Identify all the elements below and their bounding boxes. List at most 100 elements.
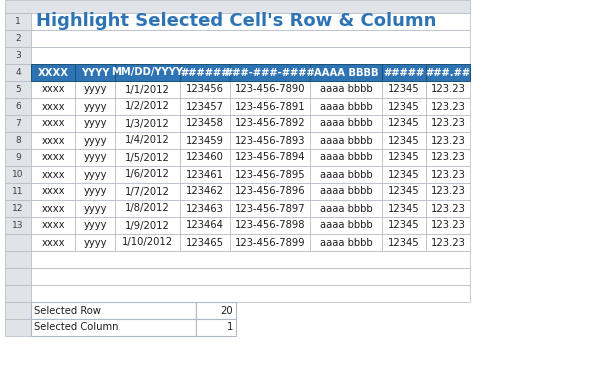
Bar: [31, 217, 75, 234]
Text: 123-456-7891: 123-456-7891: [235, 101, 306, 111]
Text: yyyy: yyyy: [83, 101, 107, 111]
Text: 1/7/2012: 1/7/2012: [125, 187, 170, 196]
Bar: [75, 115, 115, 132]
Text: 123464: 123464: [186, 220, 224, 231]
Bar: [115, 149, 180, 166]
Bar: [115, 217, 180, 234]
Bar: [310, 98, 382, 115]
Bar: [31, 47, 470, 64]
Bar: [5, 132, 31, 149]
Text: #####: #####: [383, 68, 424, 78]
Bar: [180, 234, 230, 251]
Bar: [230, 132, 310, 149]
Text: AAAA BBBB: AAAA BBBB: [314, 68, 378, 78]
Text: 123.23: 123.23: [431, 136, 466, 146]
Bar: [310, 132, 382, 149]
Bar: [310, 81, 382, 98]
Text: xxxx: xxxx: [41, 136, 65, 146]
Bar: [180, 200, 230, 217]
Bar: [5, 234, 31, 251]
Bar: [31, 285, 470, 302]
Text: 10: 10: [12, 170, 24, 179]
Text: 123.23: 123.23: [431, 119, 466, 128]
Text: 123-456-7898: 123-456-7898: [235, 220, 306, 231]
Bar: [5, 285, 31, 302]
Bar: [180, 183, 230, 200]
Bar: [5, 81, 31, 98]
Text: 123-456-7893: 123-456-7893: [235, 136, 306, 146]
Text: 123-456-7897: 123-456-7897: [235, 204, 306, 214]
Bar: [5, 251, 31, 268]
Bar: [5, 302, 31, 319]
Bar: [426, 98, 470, 115]
Bar: [75, 132, 115, 149]
Bar: [382, 183, 426, 200]
Bar: [31, 234, 75, 251]
Bar: [115, 64, 180, 81]
Bar: [426, 166, 470, 183]
Text: xxxx: xxxx: [41, 84, 65, 95]
Text: aaaa bbbb: aaaa bbbb: [320, 84, 372, 95]
Text: 1/4/2012: 1/4/2012: [125, 136, 170, 146]
Bar: [5, 47, 31, 64]
Text: 12345: 12345: [388, 187, 420, 196]
Bar: [196, 302, 236, 319]
Bar: [310, 149, 382, 166]
Bar: [180, 81, 230, 98]
Bar: [230, 81, 310, 98]
Bar: [426, 64, 470, 81]
Text: 6: 6: [15, 102, 21, 111]
Bar: [75, 81, 115, 98]
Bar: [426, 234, 470, 251]
Text: 123.23: 123.23: [431, 169, 466, 179]
Bar: [5, 30, 31, 47]
Bar: [382, 217, 426, 234]
Bar: [31, 319, 196, 336]
Text: yyyy: yyyy: [83, 152, 107, 163]
Text: 123459: 123459: [186, 136, 224, 146]
Text: xxxx: xxxx: [41, 187, 65, 196]
Bar: [426, 115, 470, 132]
Text: xxxx: xxxx: [41, 119, 65, 128]
Text: 7: 7: [15, 119, 21, 128]
Bar: [382, 115, 426, 132]
Bar: [5, 0, 470, 13]
Text: aaaa bbbb: aaaa bbbb: [320, 101, 372, 111]
Bar: [310, 183, 382, 200]
Bar: [5, 149, 31, 166]
Text: yyyy: yyyy: [83, 187, 107, 196]
Bar: [115, 98, 180, 115]
Bar: [31, 183, 75, 200]
Text: yyyy: yyyy: [83, 238, 107, 247]
Text: xxxx: xxxx: [41, 204, 65, 214]
Text: 11: 11: [12, 187, 24, 196]
Text: 123463: 123463: [186, 204, 224, 214]
Text: yyyy: yyyy: [83, 136, 107, 146]
Text: 12345: 12345: [388, 84, 420, 95]
Text: 123457: 123457: [186, 101, 224, 111]
Text: 12345: 12345: [388, 152, 420, 163]
Text: 1/1/2012: 1/1/2012: [125, 84, 170, 95]
Bar: [382, 166, 426, 183]
Bar: [115, 115, 180, 132]
Text: 123.23: 123.23: [431, 238, 466, 247]
Text: 123461: 123461: [186, 169, 224, 179]
Bar: [230, 115, 310, 132]
Text: xxxx: xxxx: [41, 152, 65, 163]
Bar: [310, 217, 382, 234]
Text: 1/3/2012: 1/3/2012: [125, 119, 170, 128]
Text: yyyy: yyyy: [83, 84, 107, 95]
Text: 1/8/2012: 1/8/2012: [125, 204, 170, 214]
Bar: [31, 30, 470, 47]
Text: aaaa bbbb: aaaa bbbb: [320, 220, 372, 231]
Bar: [75, 149, 115, 166]
Bar: [310, 234, 382, 251]
Text: yyyy: yyyy: [83, 220, 107, 231]
Text: 123-456-7896: 123-456-7896: [235, 187, 306, 196]
Bar: [382, 81, 426, 98]
Bar: [426, 217, 470, 234]
Text: 123456: 123456: [186, 84, 224, 95]
Text: 123.23: 123.23: [431, 84, 466, 95]
Text: 12345: 12345: [388, 119, 420, 128]
Bar: [5, 200, 31, 217]
